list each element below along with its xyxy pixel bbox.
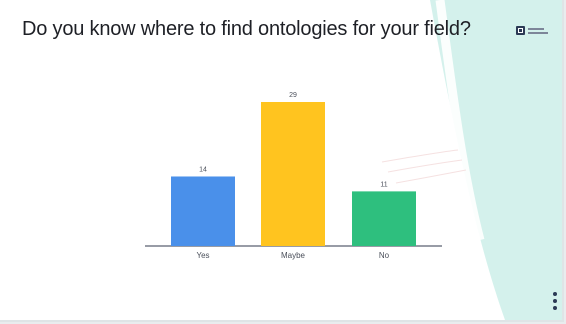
- bar-value-label: 14: [199, 166, 207, 173]
- vertical-dots-icon[interactable]: [553, 292, 558, 312]
- category-label: Yes: [196, 251, 209, 260]
- bar-value-label: 29: [289, 92, 297, 99]
- category-label: No: [379, 251, 390, 260]
- bar-maybe: [261, 102, 325, 246]
- presenter-logo-icon: [516, 26, 548, 36]
- bar-no: [352, 191, 416, 246]
- bar-value-label: 11: [380, 181, 387, 188]
- slide-title: Do you know where to find ontologies for…: [22, 18, 471, 40]
- category-label: Maybe: [281, 251, 306, 260]
- bar-yes: [171, 176, 235, 246]
